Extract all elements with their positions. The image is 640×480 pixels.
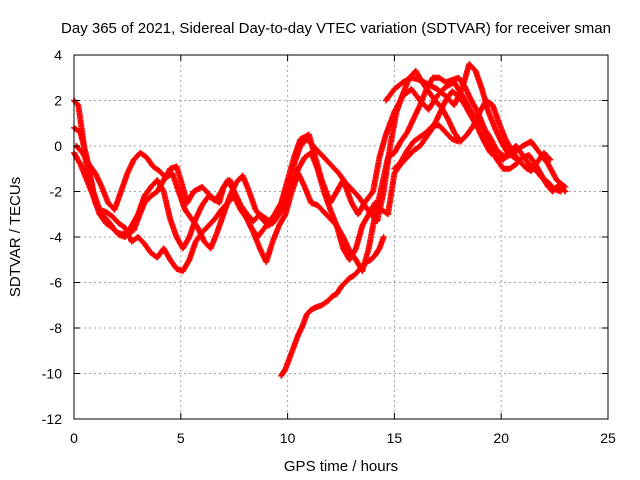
data-point-marker bbox=[562, 188, 569, 195]
y-tick-label: -2 bbox=[50, 184, 63, 200]
data-point-marker bbox=[455, 138, 462, 145]
y-tick-label: -8 bbox=[50, 320, 63, 336]
axis-ticks bbox=[73, 54, 609, 420]
data-point-marker bbox=[76, 159, 83, 166]
data-point-marker bbox=[160, 187, 166, 194]
y-tick-label: 0 bbox=[54, 138, 62, 154]
x-tick-label: 0 bbox=[70, 430, 78, 446]
y-tick-label: 2 bbox=[54, 93, 62, 109]
y-tick-label: -4 bbox=[50, 229, 63, 245]
series-track-6 bbox=[391, 122, 462, 172]
y-tick-label: -12 bbox=[42, 411, 62, 427]
chart-title: Day 365 of 2021, Sidereal Day-to-day VTE… bbox=[61, 20, 611, 37]
series-track-2 bbox=[71, 74, 552, 275]
y-tick-label: -6 bbox=[50, 275, 63, 291]
x-tick-label: 5 bbox=[177, 430, 185, 446]
y-tick-label: 4 bbox=[54, 47, 62, 63]
y-tick-labels: -12 -10 -8 -6 -4 -2 0 2 4 bbox=[42, 47, 62, 427]
data-point-marker bbox=[546, 155, 553, 162]
data-point-marker bbox=[547, 156, 554, 163]
data-points bbox=[71, 61, 569, 379]
x-axis-title: GPS time / hours bbox=[284, 458, 398, 475]
data-point-marker bbox=[380, 234, 387, 240]
data-point-marker bbox=[281, 212, 288, 219]
series-track-5 bbox=[278, 234, 387, 379]
x-tick-label: 20 bbox=[493, 430, 509, 446]
x-tick-label: 15 bbox=[387, 430, 403, 446]
x-tick-labels: 0 5 10 15 20 25 bbox=[70, 430, 616, 446]
x-tick-label: 25 bbox=[600, 430, 616, 446]
x-tick-label: 10 bbox=[280, 430, 296, 446]
y-tick-label: -10 bbox=[42, 366, 62, 382]
series-track-7 bbox=[382, 61, 569, 195]
y-axis-title: SDTVAR / TECUs bbox=[7, 177, 24, 297]
data-point-marker bbox=[352, 246, 359, 253]
data-point-marker bbox=[561, 187, 568, 194]
data-point-marker bbox=[369, 189, 376, 196]
